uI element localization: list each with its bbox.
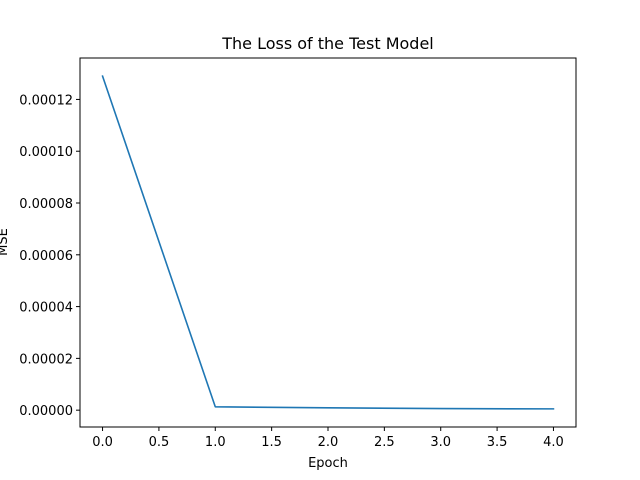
chart-title: The Loss of the Test Model (221, 34, 434, 53)
y-tick-label: 0.00000 (19, 404, 73, 419)
x-tick-label: 3.5 (487, 435, 508, 450)
x-tick-label: 1.0 (205, 435, 226, 450)
x-tick-label: 2.5 (374, 435, 395, 450)
y-axis-label: MSE (0, 228, 11, 256)
y-axis-ticks: 0.00000 0.00002 0.00004 0.00006 0.00008 0.000… (19, 93, 80, 419)
x-tick-label: 0.0 (92, 435, 113, 450)
y-tick-label: 0.00002 (19, 352, 73, 367)
x-tick-label: 1.5 (261, 435, 282, 450)
y-tick-label: 0.00008 (19, 197, 73, 212)
plot-frame (79, 57, 577, 428)
series-line-0 (101, 75, 555, 410)
series-layer (101, 75, 555, 410)
x-tick-label: 0.5 (149, 435, 170, 450)
y-tick-label: 0.00006 (19, 249, 73, 264)
x-tick-label: 2.0 (318, 435, 339, 450)
y-tick-label: 0.00012 (19, 93, 73, 108)
x-tick-label: 3.0 (430, 435, 451, 450)
x-axis-label: Epoch (308, 456, 348, 471)
y-tick-label: 0.00004 (19, 301, 73, 316)
x-axis-ticks: 0.0 0.5 1.0 1.5 2.0 2.5 3.0 3.5 4.0 (92, 427, 564, 450)
y-tick-label: 0.00010 (19, 145, 73, 160)
x-tick-label: 4.0 (543, 435, 564, 450)
